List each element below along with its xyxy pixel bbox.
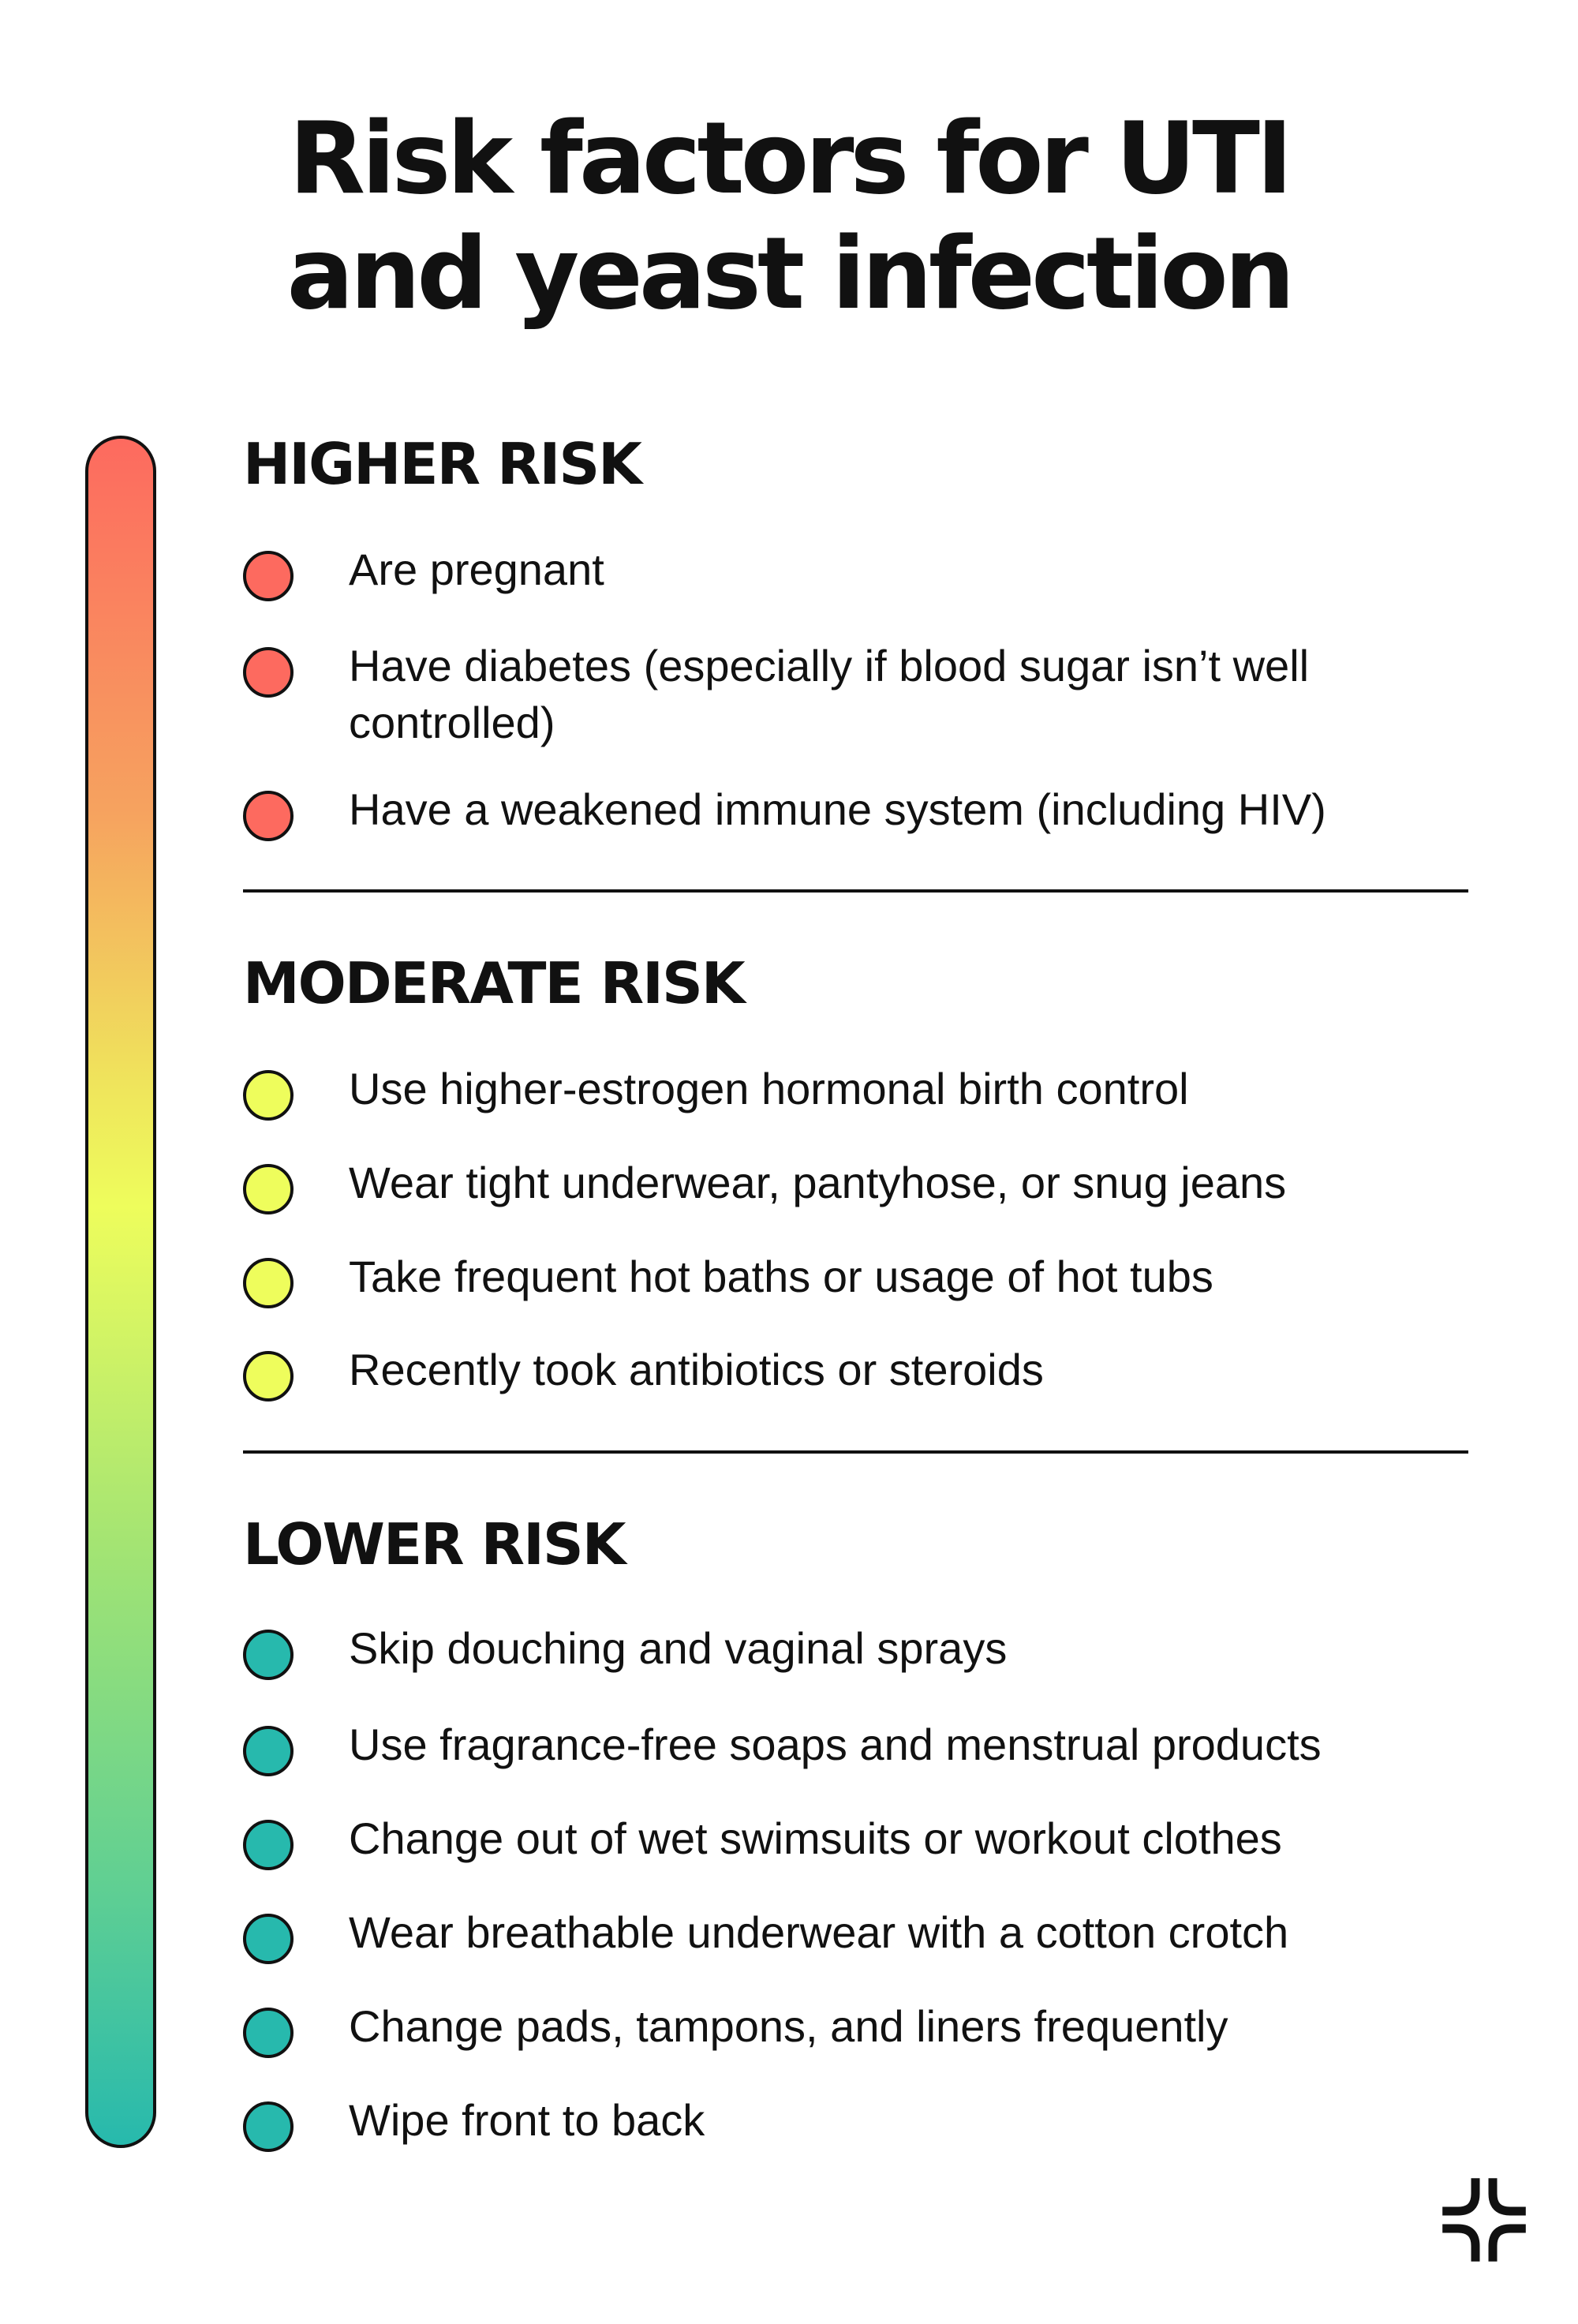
teal-bullet-icon (243, 2008, 294, 2058)
section-divider (243, 889, 1468, 893)
teal-bullet-icon (243, 1914, 294, 1964)
yellow-bullet-icon (243, 1258, 294, 1308)
list-item-text: Skip douching and vaginal sprays (349, 1623, 1008, 1673)
list-item-text: Have a weakened immune system (including… (349, 784, 1326, 834)
yellow-bullet-icon (243, 1164, 294, 1214)
red-bullet-icon (243, 791, 294, 841)
red-bullet-icon (243, 551, 294, 601)
list-item-text: Have diabetes (especially if blood sugar… (349, 641, 1310, 747)
teal-bullet-icon (243, 1630, 294, 1680)
teal-bullet-icon (243, 1820, 294, 1870)
section-divider (243, 1450, 1468, 1454)
brand-cross-logo-icon (1442, 2178, 1526, 2262)
title-line-2: and yeast infection (286, 215, 1295, 331)
yellow-bullet-icon (243, 1351, 294, 1402)
list-item-text: Recently took antibiotics or steroids (349, 1345, 1044, 1394)
list-item-text: Take frequent hot baths or usage of hot … (349, 1252, 1213, 1301)
title-line-1: Risk factors for UTI (289, 100, 1293, 216)
section-heading-higher-risk: HIGHER RISK (243, 431, 642, 497)
list-item-text: Wipe front to back (349, 2095, 705, 2145)
teal-bullet-icon (243, 2101, 294, 2152)
list-item-text: Change pads, tampons, and liners frequen… (349, 2001, 1228, 2051)
section-heading-moderate-risk: MODERATE RISK (243, 950, 746, 1016)
page-title: Risk factors for UTI and yeast infection (0, 101, 1578, 331)
risk-gradient-scale (85, 436, 156, 2148)
section-heading-lower-risk: LOWER RISK (243, 1511, 626, 1577)
yellow-bullet-icon (243, 1070, 294, 1121)
list-item-text: Wear breathable underwear with a cotton … (349, 1907, 1289, 1957)
red-bullet-icon (243, 647, 294, 698)
list-item-text: Use higher-estrogen hormonal birth contr… (349, 1064, 1189, 1113)
teal-bullet-icon (243, 1726, 294, 1776)
list-item-text: Wear tight underwear, pantyhose, or snug… (349, 1158, 1287, 1207)
list-item-text: Are pregnant (349, 545, 604, 594)
list-item-text: Change out of wet swimsuits or workout c… (349, 1813, 1282, 1863)
list-item-text: Use fragrance-free soaps and menstrual p… (349, 1720, 1322, 1769)
